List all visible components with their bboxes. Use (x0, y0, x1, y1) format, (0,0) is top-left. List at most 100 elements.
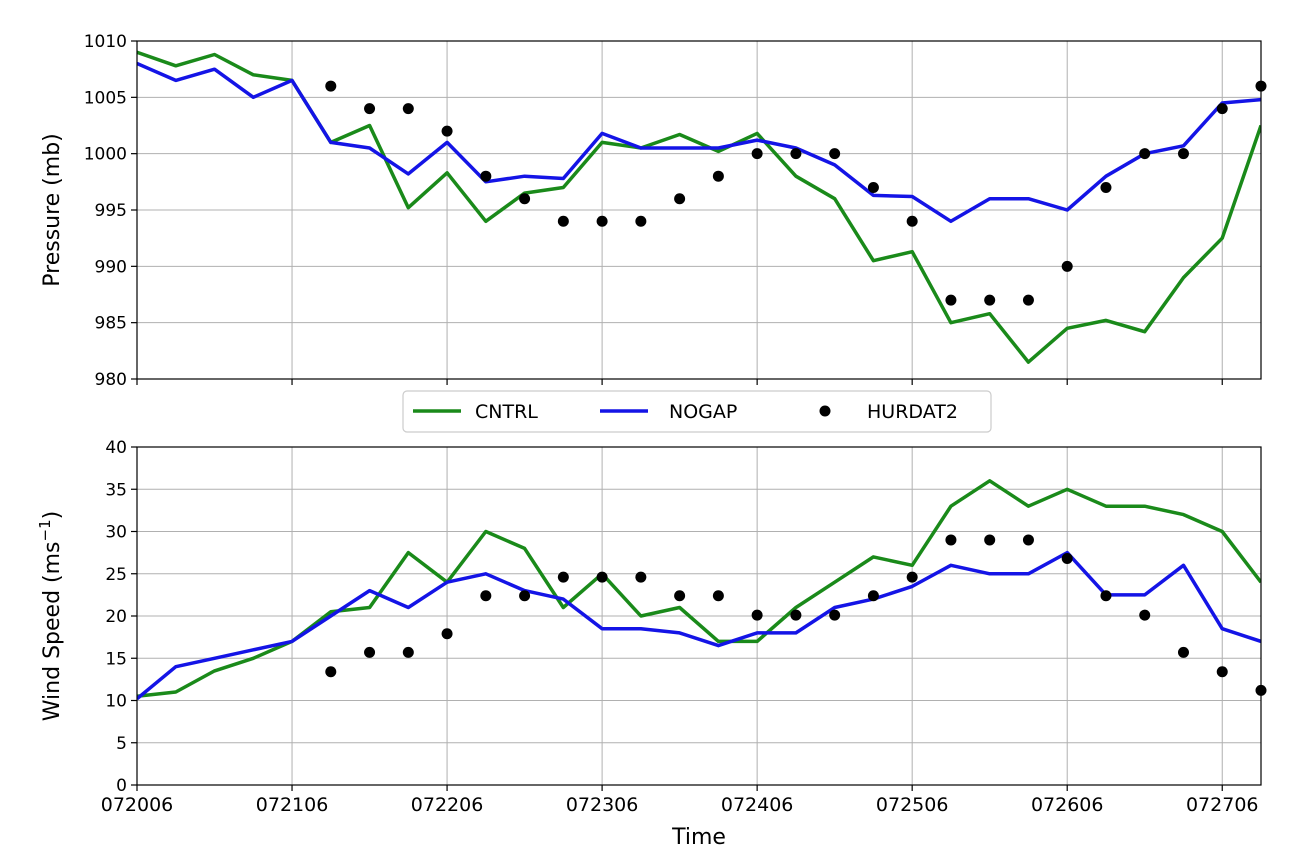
wind-point-hurdat2 (751, 609, 763, 621)
x-tick-label: 072406 (721, 794, 794, 816)
wind-grid (136, 446, 1261, 786)
wind-point-hurdat2 (364, 646, 376, 658)
wind-x-ticks: 072006 072106 072206 072306 072406 072506 0726… (101, 785, 1259, 816)
pressure-point-hurdat2 (480, 170, 492, 182)
wind-point-hurdat2 (1139, 609, 1151, 621)
pressure-y-tick-label: 1000 (84, 145, 127, 165)
pressure-point-hurdat2 (867, 181, 879, 193)
x-tick-label: 072706 (1186, 794, 1259, 816)
pressure-point-hurdat2 (635, 215, 647, 227)
x-tick-label: 072006 (101, 794, 174, 816)
pressure-y-tick-label: 985 (95, 314, 127, 334)
pressure-point-hurdat2 (1177, 148, 1189, 160)
pressure-point-hurdat2 (519, 193, 531, 205)
wind-point-hurdat2 (402, 646, 414, 658)
wind-y-ticks: 0 5 10 15 20 25 30 35 40 (105, 438, 137, 796)
x-tick-label: 072506 (876, 794, 949, 816)
wind-point-hurdat2 (790, 609, 802, 621)
pressure-y-axis-label: Pressure (mb) (40, 133, 65, 287)
wind-y-axis-label-end: ) (40, 511, 65, 520)
wind-y-tick-label: 0 (116, 776, 127, 796)
x-tick-label: 072206 (411, 794, 484, 816)
wind-point-hurdat2 (906, 571, 918, 583)
wind-y-tick-label: 15 (105, 649, 127, 669)
wind-y-tick-label: 5 (116, 734, 127, 754)
pressure-point-hurdat2 (906, 215, 918, 227)
pressure-y-tick-label: 980 (95, 370, 127, 390)
pressure-point-hurdat2 (712, 170, 724, 182)
pressure-point-hurdat2 (1061, 260, 1073, 272)
wind-point-hurdat2 (829, 609, 841, 621)
wind-point-hurdat2 (674, 590, 686, 602)
wind-y-tick-label: 25 (105, 565, 127, 585)
pressure-point-hurdat2 (945, 294, 957, 306)
wind-point-hurdat2 (1100, 590, 1112, 602)
legend-label-hurdat2: HURDAT2 (867, 401, 958, 423)
wind-y-axis-label-sup: −1 (36, 519, 54, 541)
pressure-series-nogap (137, 61, 1261, 224)
wind-point-hurdat2 (1216, 666, 1228, 678)
pressure-point-hurdat2 (1022, 294, 1034, 306)
wind-panel: 0 5 10 15 20 25 30 35 40 072006 072106 072206 07230… (36, 438, 1267, 850)
wind-point-hurdat2 (984, 534, 996, 546)
wind-point-hurdat2 (441, 628, 453, 640)
x-axis-label: Time (671, 825, 726, 850)
pressure-point-hurdat2 (984, 294, 996, 306)
pressure-y-tick-label: 990 (95, 257, 127, 277)
wind-point-hurdat2 (1177, 646, 1189, 658)
pressure-y-tick-label: 1005 (84, 88, 127, 108)
pressure-point-hurdat2 (1139, 148, 1151, 160)
wind-point-hurdat2 (945, 534, 957, 546)
pressure-x-ticks (136, 379, 1223, 385)
pressure-point-hurdat2 (364, 103, 376, 115)
pressure-point-hurdat2 (751, 148, 763, 160)
pressure-series (137, 50, 1267, 364)
x-tick-label: 072106 (256, 794, 329, 816)
pressure-y-tick-label: 995 (95, 201, 127, 221)
wind-y-tick-label: 40 (105, 438, 127, 458)
pressure-point-hurdat2 (325, 80, 337, 92)
wind-series-nogap (137, 550, 1261, 701)
pressure-point-hurdat2 (1100, 181, 1112, 193)
legend-label-cntrl: CNTRL (475, 401, 538, 423)
pressure-point-hurdat2 (441, 125, 453, 137)
legend-box (402, 390, 992, 433)
legend: CNTRL NOGAP HURDAT2 (402, 390, 992, 433)
wind-point-hurdat2 (557, 571, 569, 583)
wind-point-hurdat2 (596, 571, 608, 583)
wind-series (137, 479, 1267, 701)
pressure-point-hurdat2 (596, 215, 608, 227)
wind-y-tick-label: 10 (105, 692, 127, 712)
pressure-panel: 980 985 990 995 1000 1005 1010 Pressure (mb) (40, 32, 1267, 390)
wind-point-hurdat2 (519, 590, 531, 602)
wind-plot-frame (136, 446, 1262, 786)
legend-swatch-hurdat2 (819, 405, 831, 417)
wind-point-hurdat2 (635, 571, 647, 583)
wind-point-hurdat2 (325, 666, 337, 678)
wind-point-hurdat2 (1022, 534, 1034, 546)
wind-y-tick-label: 35 (105, 480, 127, 500)
legend-label-nogap: NOGAP (669, 401, 737, 423)
wind-point-hurdat2 (480, 590, 492, 602)
pressure-y-ticks: 980 985 990 995 1000 1005 1010 (84, 32, 137, 390)
pressure-point-hurdat2 (557, 215, 569, 227)
pressure-point-hurdat2 (829, 148, 841, 160)
wind-point-hurdat2 (712, 590, 724, 602)
wind-y-axis-label-main: Wind Speed (ms (40, 542, 65, 722)
x-tick-label: 072606 (1031, 794, 1104, 816)
pressure-series-cntrl (137, 50, 1261, 364)
pressure-y-tick-label: 1010 (84, 32, 127, 52)
wind-point-hurdat2 (1061, 553, 1073, 565)
pressure-grid (136, 40, 1261, 380)
pressure-plot-frame (136, 40, 1262, 380)
pressure-point-hurdat2 (790, 148, 802, 160)
pressure-point-hurdat2 (674, 193, 686, 205)
wind-y-axis-label: Wind Speed (ms−1) (36, 511, 65, 721)
wind-y-tick-label: 20 (105, 607, 127, 627)
pressure-point-hurdat2 (402, 103, 414, 115)
wind-series-cntrl (137, 479, 1261, 699)
pressure-point-hurdat2 (1216, 103, 1228, 115)
wind-y-tick-label: 30 (105, 523, 127, 543)
x-tick-label: 072306 (566, 794, 639, 816)
